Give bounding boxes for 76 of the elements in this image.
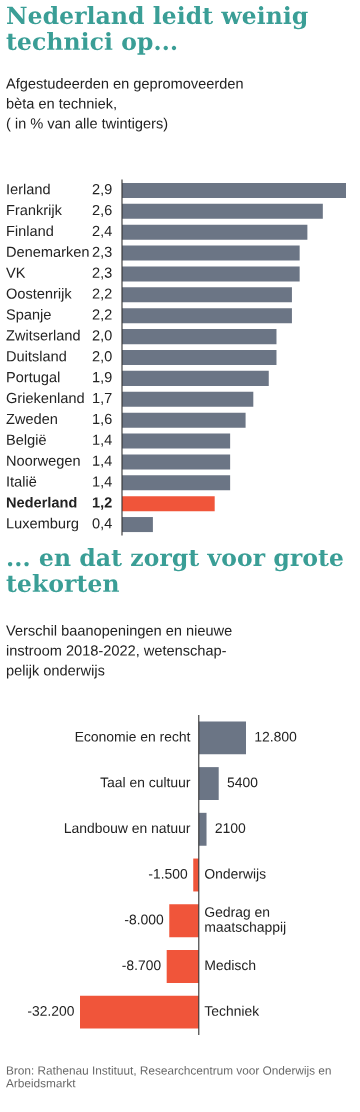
- y-tick-label: Spanje: [6, 308, 51, 323]
- bar: [122, 224, 308, 240]
- data-label: 0,4: [92, 518, 112, 531]
- bar: [122, 287, 292, 303]
- bar: [122, 475, 231, 491]
- y-tick-label: Portugal: [7, 371, 60, 386]
- data-label: 1,4: [93, 476, 112, 489]
- chart-title: Nederland leidt weinig technici op...: [6, 6, 308, 55]
- data-label: 2,3: [92, 267, 112, 280]
- bar: [122, 203, 323, 219]
- y-tick-label: Nederland: [6, 496, 77, 508]
- data-label: 1,4: [93, 455, 112, 468]
- data-label: -1.500: [148, 868, 188, 879]
- bar: [198, 767, 219, 801]
- bar: [122, 349, 277, 366]
- data-label: 2,2: [92, 309, 112, 322]
- bar: [122, 308, 292, 324]
- data-label: -8.700: [122, 960, 161, 971]
- bar: [122, 391, 254, 407]
- y-tick-label: Medisch: [205, 959, 256, 971]
- y-tick-label: Noorwegen: [7, 455, 80, 469]
- data-label: 1,9: [93, 371, 112, 385]
- y-tick-label: Onderwijs: [205, 868, 266, 882]
- chart-subtitle: Afgestudeerden en gepromoveerden bèta en techniek, ( in % van alle twintigers): [6, 78, 243, 132]
- bar: [198, 812, 207, 846]
- y-tick-label: Zwitserland: [6, 329, 80, 341]
- data-label: 2,9: [92, 184, 112, 197]
- chart-subtitle: Verschil baanopeningen en nieuwe instroom 2018-2022, wetenschap- pelijk onderwijs: [6, 625, 232, 679]
- data-label: 5400: [227, 777, 258, 788]
- data-label: 2,3: [92, 246, 112, 259]
- bar: [122, 496, 215, 512]
- bar: [122, 433, 231, 449]
- data-label: -8.000: [124, 914, 164, 925]
- y-tick-label: Frankrijk: [7, 204, 62, 219]
- data-label: 1,4: [93, 434, 112, 447]
- data-label: 2,6: [92, 204, 112, 217]
- bar: [169, 904, 199, 938]
- y-tick-label: Finland: [7, 225, 53, 237]
- data-label: 1,7: [93, 393, 112, 405]
- y-tick-label: VK: [6, 267, 26, 278]
- y-tick-label: Denemarken: [7, 246, 89, 257]
- data-label: -32.200: [27, 1006, 74, 1016]
- data-label: 2,4: [92, 225, 112, 238]
- bar: [122, 266, 300, 282]
- y-tick-label: Ierland: [7, 183, 50, 195]
- y-tick-label: Luxemburg: [7, 517, 79, 532]
- data-label: 12.800: [255, 731, 297, 742]
- bar: [198, 721, 246, 755]
- bar: [122, 245, 300, 261]
- y-tick-label: Taal en cultuur: [100, 777, 191, 788]
- y-tick-label: Landbouw en natuur: [64, 822, 191, 834]
- y-tick-label: Italië: [7, 476, 37, 487]
- bar: [122, 412, 246, 428]
- y-tick-label: België: [7, 434, 46, 448]
- bar: [122, 182, 346, 198]
- bar: [166, 949, 199, 983]
- data-label: 1,6: [93, 413, 112, 426]
- y-tick-label: Zweden: [6, 413, 57, 425]
- data-label: 2,2: [92, 288, 112, 301]
- bar: [122, 370, 269, 386]
- bar: [122, 454, 231, 470]
- y-tick-label: Gedrag en maatschappij: [205, 906, 286, 935]
- y-tick-label: Duitsland: [7, 350, 66, 362]
- bar: [122, 517, 153, 533]
- chart-title: ... en dat zorgt voor grote tekorten: [6, 548, 343, 593]
- bar: [80, 995, 199, 1029]
- bar: [122, 329, 277, 345]
- text: Bron: Rathenau Instituut, Researchcentrum voor Onderwijs en Arbeidsmarkt: [6, 1066, 331, 1088]
- y-tick-label: Oostenrijk: [6, 288, 72, 302]
- data-label: 2,0: [92, 330, 112, 343]
- y-tick-label: Griekenland: [6, 392, 84, 404]
- data-label: 2,0: [92, 351, 112, 364]
- data-label: 2100: [215, 823, 246, 834]
- y-tick-label: Economie en recht: [75, 731, 191, 742]
- data-label: 1,2: [92, 497, 112, 510]
- y-tick-label: Techniek: [204, 1005, 260, 1016]
